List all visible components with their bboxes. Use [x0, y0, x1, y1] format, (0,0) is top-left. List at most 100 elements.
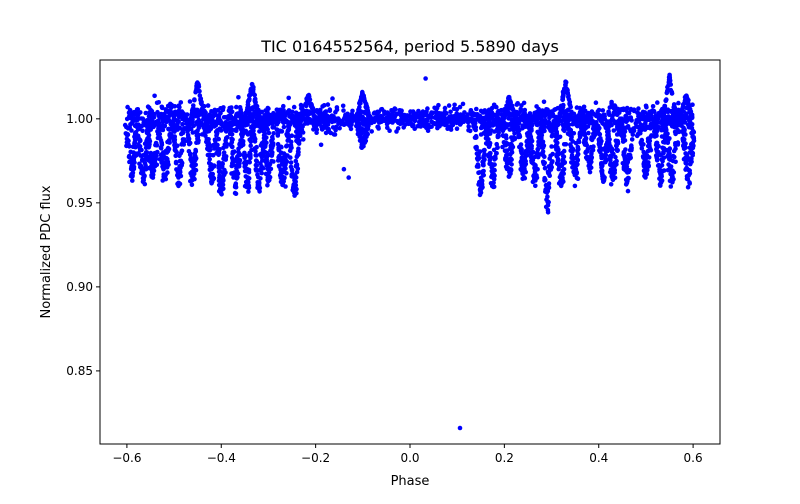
data-point	[423, 119, 429, 125]
data-point	[665, 107, 671, 112]
data-point	[200, 105, 206, 110]
data-point	[417, 119, 422, 125]
data-point	[195, 136, 200, 142]
data-point	[242, 154, 248, 160]
data-point	[525, 118, 531, 124]
data-point	[487, 117, 492, 122]
data-point	[301, 137, 306, 142]
data-point	[305, 93, 311, 98]
data-point	[243, 174, 249, 179]
data-point	[260, 121, 265, 126]
data-point	[266, 130, 272, 136]
data-point	[314, 130, 319, 135]
data-point	[201, 113, 206, 119]
data-point	[148, 159, 153, 165]
data-point	[234, 113, 239, 118]
chart-title: TIC 0164552564, period 5.5890 days	[260, 37, 559, 56]
data-point	[361, 96, 367, 102]
data-point	[290, 109, 295, 115]
data-point	[547, 115, 552, 120]
data-point	[305, 121, 311, 126]
data-point	[446, 103, 452, 108]
data-point	[327, 108, 333, 113]
data-point	[326, 129, 332, 134]
data-point	[205, 103, 211, 108]
data-point	[177, 164, 182, 169]
data-point	[560, 175, 565, 180]
data-point	[500, 114, 506, 119]
data-point	[639, 137, 645, 143]
data-point	[409, 117, 415, 122]
data-point	[667, 75, 673, 81]
data-point	[607, 112, 612, 117]
data-point	[455, 119, 460, 125]
data-point	[282, 111, 287, 117]
data-point	[685, 184, 691, 190]
data-point	[518, 142, 524, 147]
data-point	[216, 136, 221, 142]
data-point	[479, 119, 484, 125]
data-point	[457, 425, 463, 431]
data-point	[221, 186, 226, 191]
data-point	[125, 131, 130, 137]
data-point	[681, 104, 686, 110]
data-point	[406, 118, 411, 124]
data-point	[364, 103, 370, 109]
data-point	[528, 143, 534, 149]
data-point	[476, 154, 481, 159]
data-point	[481, 148, 486, 153]
data-point	[496, 124, 501, 130]
data-point	[206, 153, 211, 158]
data-point	[670, 153, 676, 159]
data-point	[385, 125, 390, 130]
data-point	[259, 109, 265, 115]
data-point	[155, 149, 160, 155]
data-point	[148, 119, 153, 125]
data-point	[575, 158, 580, 163]
data-point	[629, 145, 634, 151]
data-point	[549, 144, 554, 149]
data-point	[480, 159, 485, 165]
data-point	[586, 130, 591, 136]
data-point	[375, 117, 381, 122]
data-point	[521, 175, 527, 180]
data-point	[638, 131, 643, 136]
data-point	[265, 105, 271, 111]
data-point	[521, 100, 527, 106]
data-point	[207, 156, 212, 162]
data-point	[265, 127, 271, 132]
data-point	[577, 115, 582, 120]
data-point	[619, 116, 624, 121]
data-point	[346, 175, 352, 180]
data-point	[269, 116, 274, 121]
data-point	[580, 121, 585, 126]
data-point	[665, 167, 671, 173]
data-point	[163, 107, 168, 112]
data-point	[246, 93, 252, 98]
data-point	[140, 128, 145, 134]
data-point	[183, 126, 188, 131]
data-point	[246, 176, 252, 181]
data-point	[593, 100, 599, 105]
data-point	[244, 110, 249, 116]
data-point	[603, 156, 608, 162]
data-point	[415, 114, 421, 119]
data-point	[677, 118, 682, 124]
data-point	[249, 85, 255, 91]
data-point	[253, 158, 259, 163]
data-point	[203, 122, 209, 128]
data-point	[318, 142, 324, 148]
data-point	[625, 188, 631, 194]
data-point	[289, 172, 295, 177]
data-point	[264, 150, 270, 156]
data-point	[294, 169, 300, 175]
data-point	[140, 179, 146, 185]
data-point	[451, 114, 456, 119]
data-point	[679, 123, 684, 129]
data-point	[573, 161, 578, 166]
data-point	[423, 76, 428, 81]
data-point	[657, 182, 663, 187]
data-point	[251, 119, 256, 125]
data-point	[681, 117, 687, 122]
